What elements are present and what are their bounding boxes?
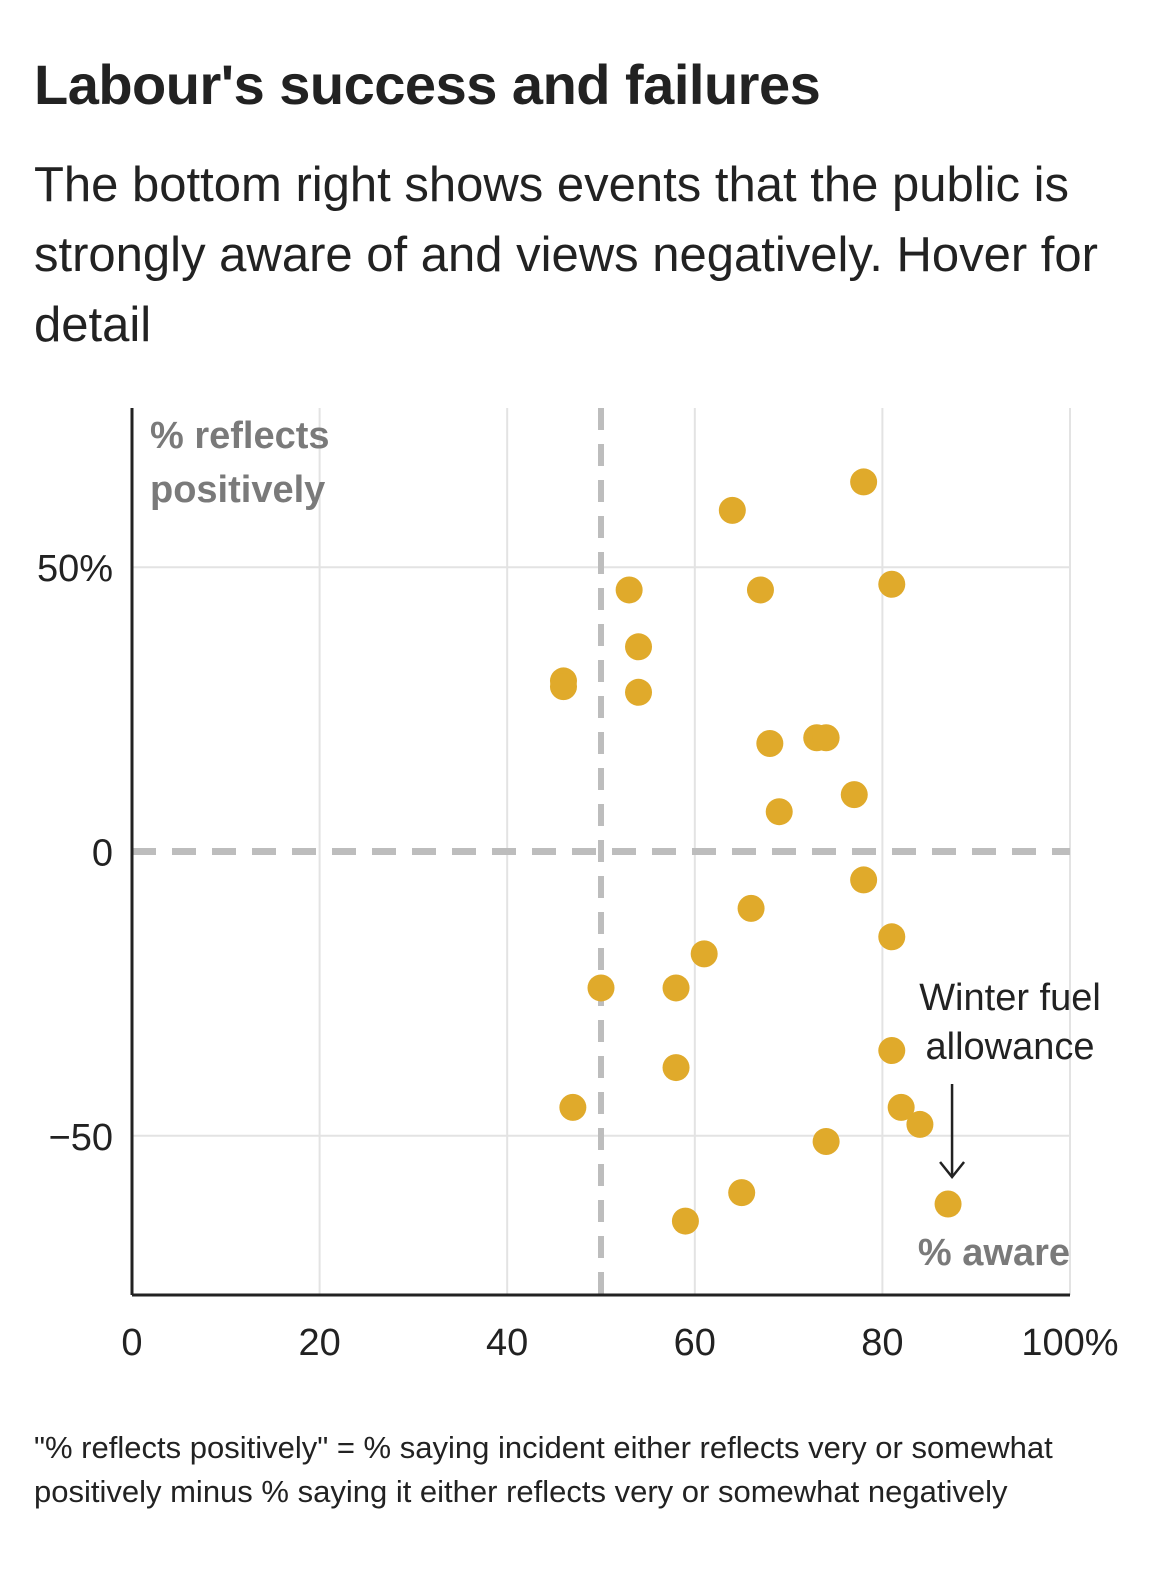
scatter-chart: 0 20 40 60 80 100% 50% 0 −50 % reflects positive…: [37, 408, 1119, 1364]
data-point: [850, 468, 878, 496]
y-tick-labels: 50% 0 −50: [37, 548, 113, 1159]
data-point: [737, 894, 765, 922]
x-axis-title: % aware: [918, 1232, 1070, 1274]
data-points: [549, 468, 962, 1235]
y-axis-title-line: positively: [150, 469, 325, 511]
x-tick-label: 40: [486, 1322, 528, 1364]
data-point: [746, 576, 774, 604]
data-point: [549, 673, 577, 701]
y-tick-label: −50: [49, 1117, 113, 1159]
data-point: [625, 678, 653, 706]
chart-title: Labour's success and failures: [34, 53, 821, 116]
x-tick-labels: 0 20 40 60 80 100%: [121, 1322, 1118, 1364]
data-point: [671, 1207, 699, 1235]
data-point: [756, 729, 784, 757]
axes: [130, 408, 1070, 1297]
x-tick-label: 0: [121, 1322, 142, 1364]
y-tick-label: 50%: [37, 548, 113, 590]
data-point: [812, 724, 840, 752]
chart-footnote: "% reflects positively" = % saying incid…: [34, 1430, 1053, 1509]
y-axis-title-line: % reflects: [150, 415, 330, 457]
data-point: [765, 798, 793, 826]
data-point: [690, 940, 718, 968]
annotation-label: allowance: [926, 1026, 1095, 1068]
annotation-winter-fuel: Winter fuel allowance: [919, 977, 1101, 1180]
data-point: [906, 1110, 934, 1138]
data-point: [728, 1179, 756, 1207]
data-point: [850, 866, 878, 894]
x-tick-label: 100%: [1021, 1322, 1118, 1364]
x-tick-label: 80: [861, 1322, 903, 1364]
y-axis-title: % reflects positively: [150, 415, 330, 511]
data-point: [840, 781, 868, 809]
data-point: [662, 974, 690, 1002]
x-tick-label: 20: [298, 1322, 340, 1364]
chart-subtitle: The bottom right shows events that the p…: [34, 158, 1098, 352]
data-point: [812, 1127, 840, 1155]
data-point: [615, 576, 643, 604]
data-point: [887, 1093, 915, 1121]
data-point: [625, 633, 653, 661]
reference-lines: [132, 408, 1070, 1295]
data-point: [559, 1093, 587, 1121]
data-point: [718, 496, 746, 524]
data-point: [878, 923, 906, 951]
data-point: [878, 1037, 906, 1065]
x-tick-label: 60: [674, 1322, 716, 1364]
data-point: [878, 570, 906, 598]
y-tick-label: 0: [92, 833, 113, 875]
data-point: [587, 974, 615, 1002]
annotation-label: Winter fuel: [919, 977, 1101, 1019]
annotation-arrow-head: [939, 1161, 966, 1180]
data-point: [934, 1190, 962, 1218]
data-point: [662, 1054, 690, 1082]
